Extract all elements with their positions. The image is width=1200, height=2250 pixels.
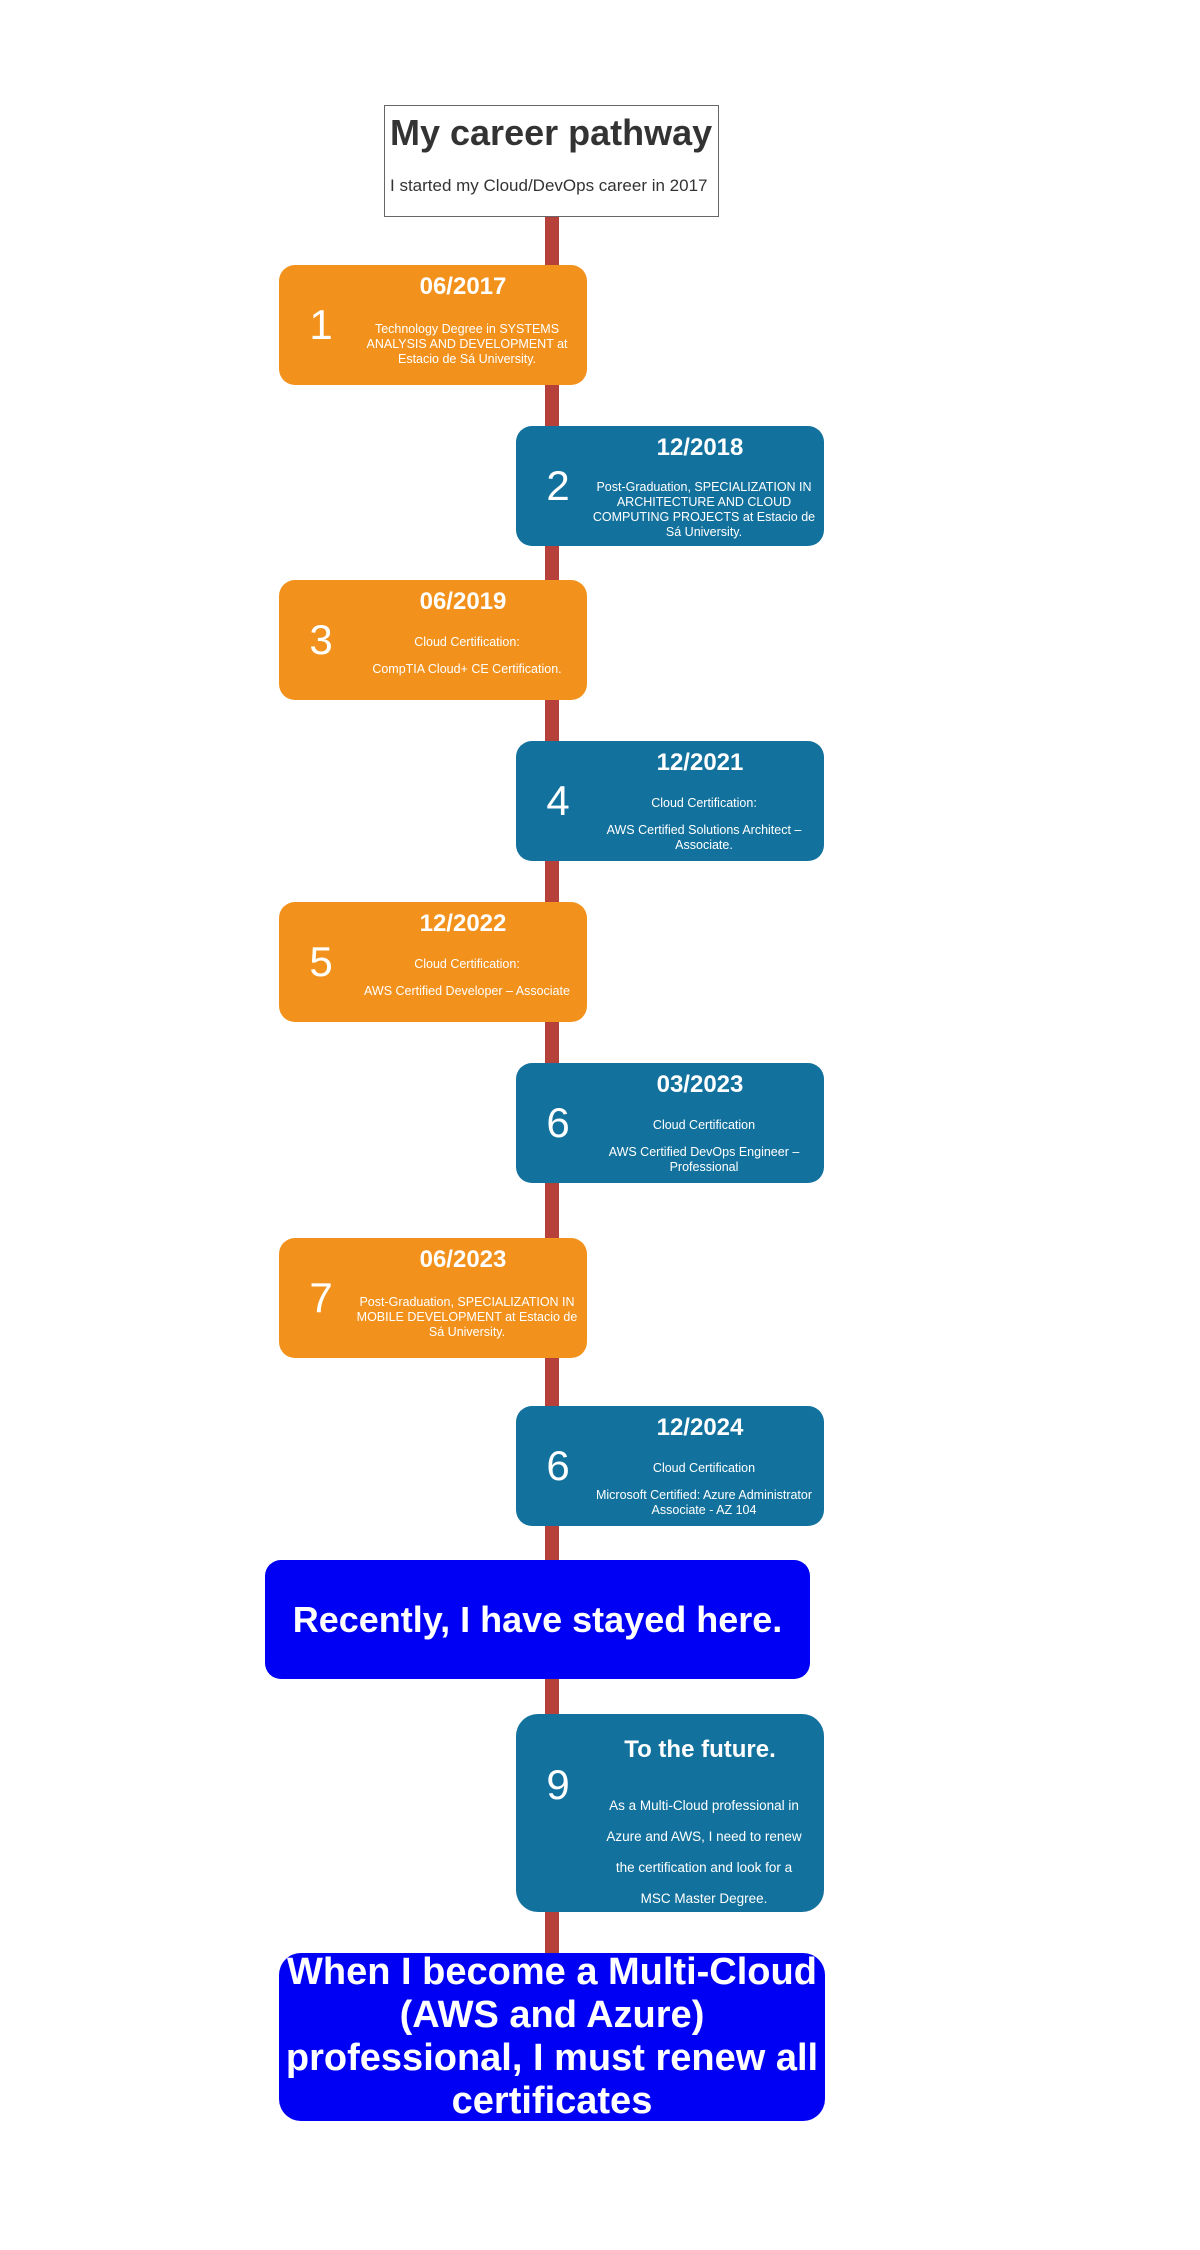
- milestone-description-line: AWS Certified Developer – Associate: [364, 984, 570, 998]
- milestone-card: 3 06/2019 Cloud Certification: CompTIA C…: [279, 580, 587, 700]
- milestone-description-line: Post-Graduation, SPECIALIZATION IN MOBIL…: [356, 1295, 578, 1339]
- milestone-description: Cloud Certification AWS Certified DevOps…: [590, 1118, 818, 1175]
- milestone-description-line: AWS Certified DevOps Engineer – Professi…: [608, 1145, 800, 1174]
- milestone-date: 12/2024: [656, 1414, 744, 1441]
- milestone-date: 06/2019: [419, 588, 507, 615]
- milestone-number: 4: [546, 777, 570, 824]
- goal-box: When I become a Multi-Cloud (AWS and Azu…: [279, 1951, 825, 2122]
- future-title: To the future.: [624, 1736, 776, 1763]
- milestone-date: 12/2021: [656, 749, 744, 776]
- milestone-description-line: Cloud Certification:: [651, 796, 757, 810]
- milestone-description: Post-Graduation, SPECIALIZATION IN ARCHI…: [590, 480, 818, 540]
- milestone-card: 2 12/2018 Post-Graduation, SPECIALIZATIO…: [516, 426, 824, 546]
- future-description-line: MSC Master Degree.: [640, 1891, 768, 1906]
- milestone-description-line: Cloud Certification:: [414, 957, 520, 971]
- milestone-card: 4 12/2021 Cloud Certification: AWS Certi…: [516, 741, 824, 861]
- milestone-description-line: Cloud Certification:: [414, 635, 520, 649]
- milestone-card: 1 06/2017 Technology Degree in SYSTEMS A…: [279, 265, 587, 385]
- milestone-date: 03/2023: [656, 1071, 744, 1098]
- milestone-description-line: Post-Graduation, SPECIALIZATION IN ARCHI…: [592, 480, 816, 539]
- milestone-description: Cloud Certification Microsoft Certified:…: [590, 1461, 818, 1518]
- milestone-description: Cloud Certification: AWS Certified Solut…: [590, 796, 818, 853]
- milestone-number: 2: [546, 462, 570, 509]
- milestone-date: 12/2018: [656, 434, 744, 461]
- recent-note-box: Recently, I have stayed here.: [265, 1560, 810, 1679]
- milestone-number: 6: [546, 1099, 570, 1146]
- future-card: 9 To the future. As a Multi-Cloud profes…: [516, 1714, 824, 1912]
- milestone-description-line: Cloud Certification: [652, 1461, 756, 1475]
- milestone-description-line: Microsoft Certified: Azure Administrator…: [595, 1488, 813, 1517]
- page-subtitle: I started my Cloud/DevOps career in 2017: [390, 176, 708, 195]
- milestone-number: 7: [309, 1274, 333, 1321]
- milestone-description-line: AWS Certified Solutions Architect – Asso…: [606, 823, 802, 852]
- future-description-line: As a Multi-Cloud professional in: [609, 1798, 799, 1813]
- milestone-number: 6: [546, 1442, 570, 1489]
- milestone-card: 6 12/2024 Cloud Certification Microsoft …: [516, 1406, 824, 1526]
- milestone-number: 5: [309, 938, 333, 985]
- milestone-description: Technology Degree in SYSTEMS ANALYSIS AN…: [353, 322, 581, 367]
- milestone-card: 6 03/2023 Cloud Certification AWS Certif…: [516, 1063, 824, 1183]
- milestone-card: 5 12/2022 Cloud Certification: AWS Certi…: [279, 902, 587, 1022]
- milestone-number: 3: [309, 616, 333, 663]
- milestone-card: 7 06/2023 Post-Graduation, SPECIALIZATIO…: [279, 1238, 587, 1358]
- milestone-description: Post-Graduation, SPECIALIZATION IN MOBIL…: [353, 1295, 581, 1340]
- milestone-description-line: Technology Degree in SYSTEMS ANALYSIS AN…: [366, 322, 568, 366]
- header-box: My career pathway I started my Cloud/Dev…: [384, 105, 719, 217]
- page-title: My career pathway: [390, 112, 713, 153]
- milestone-date: 12/2022: [419, 910, 507, 937]
- future-number: 9: [546, 1761, 570, 1809]
- milestone-date: 06/2017: [419, 273, 507, 300]
- milestone-date: 06/2023: [419, 1246, 507, 1273]
- milestone-description: Cloud Certification: CompTIA Cloud+ CE C…: [353, 635, 581, 677]
- milestone-description: Cloud Certification: AWS Certified Devel…: [353, 957, 581, 999]
- future-description-line: Azure and AWS, I need to renew: [606, 1829, 802, 1844]
- milestone-description-line: Cloud Certification: [652, 1118, 756, 1132]
- milestone-number: 1: [309, 301, 333, 348]
- future-description-line: the certification and look for a: [615, 1860, 793, 1875]
- future-description: As a Multi-Cloud professional in Azure a…: [590, 1790, 818, 1914]
- milestone-description-line: CompTIA Cloud+ CE Certification.: [372, 662, 562, 676]
